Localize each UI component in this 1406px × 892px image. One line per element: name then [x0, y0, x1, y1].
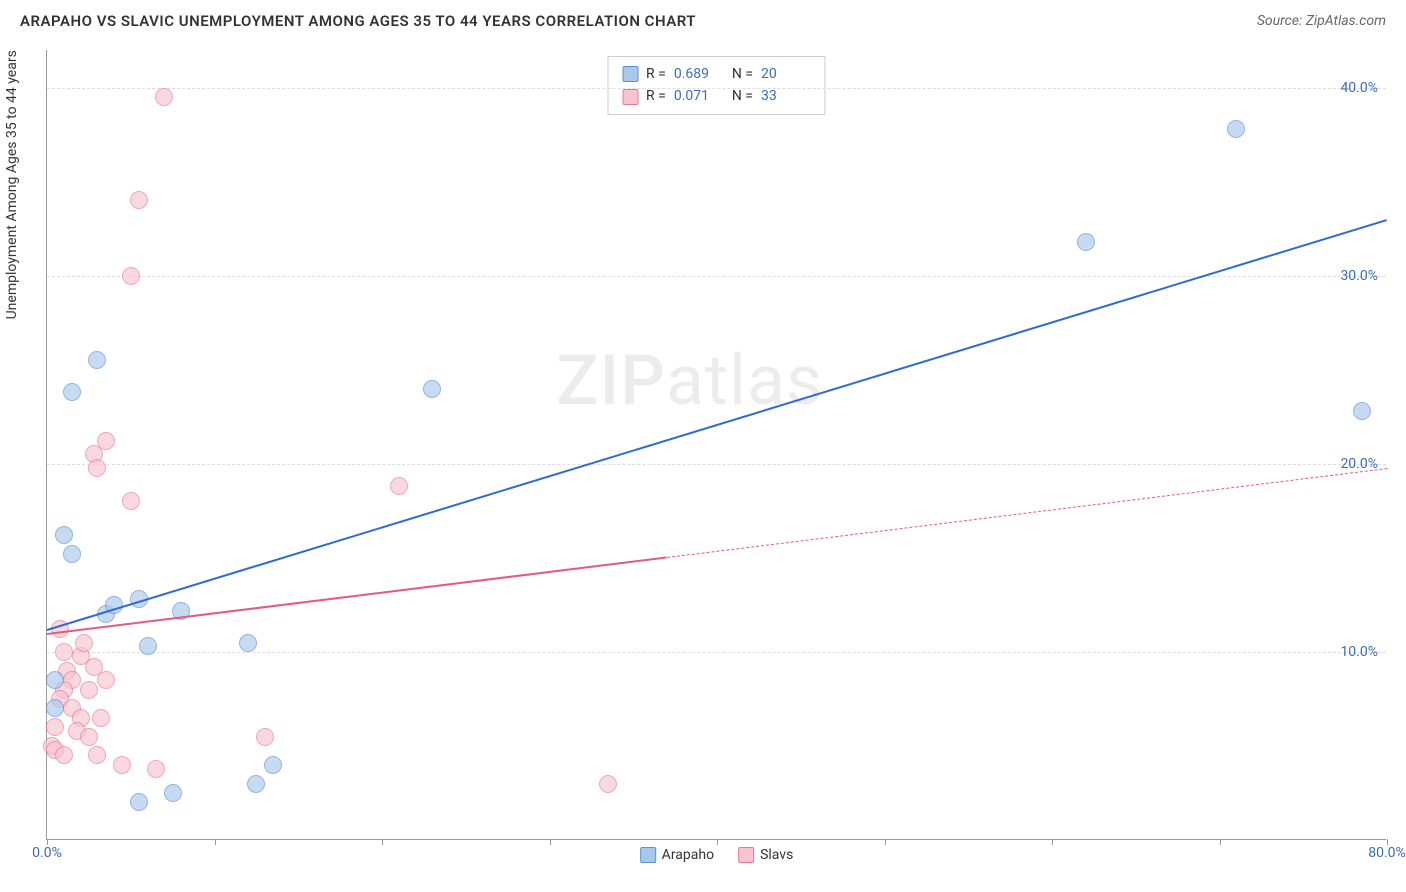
stat-r-slavs: 0.071 — [674, 85, 724, 107]
x-tick-mark — [1052, 839, 1053, 845]
data-point-pink — [80, 681, 98, 699]
gridline-h — [47, 88, 1386, 89]
data-point-blue — [46, 699, 64, 717]
stat-n-label: N = — [732, 85, 753, 107]
chart-source: Source: ZipAtlas.com — [1257, 13, 1386, 29]
swatch-slavs-bottom — [738, 847, 754, 863]
legend-stats-row-slavs: R = 0.071 N = 33 — [622, 85, 811, 107]
chart-header: ARAPAHO VS SLAVIC UNEMPLOYMENT AMONG AGE… — [0, 0, 1406, 38]
x-tick-label: 0.0% — [32, 845, 62, 861]
data-point-pink — [55, 746, 73, 764]
trend-line — [47, 219, 1388, 631]
stat-n-label: N = — [732, 63, 753, 85]
gridline-h — [47, 652, 1386, 653]
chart-plot-area: ZIPatlas R = 0.689 N = 20 R = 0.071 N = … — [46, 50, 1386, 840]
legend-label-slavs: Slavs — [760, 847, 793, 863]
data-point-pink — [92, 709, 110, 727]
data-point-blue — [139, 637, 157, 655]
data-point-pink — [155, 88, 173, 106]
data-point-pink — [113, 756, 131, 774]
stat-r-arapaho: 0.689 — [674, 63, 724, 85]
x-tick-label: 80.0% — [1368, 845, 1406, 861]
data-point-blue — [63, 545, 81, 563]
data-point-pink — [599, 775, 617, 793]
legend-stats-row-arapaho: R = 0.689 N = 20 — [622, 63, 811, 85]
y-axis-label: Unemployment Among Ages 35 to 44 years — [4, 50, 20, 319]
data-point-blue — [247, 775, 265, 793]
legend-item-slavs: Slavs — [738, 847, 793, 863]
data-point-pink — [122, 267, 140, 285]
swatch-slavs — [622, 89, 638, 105]
data-point-pink — [75, 634, 93, 652]
y-tick-label: 30.0% — [1340, 268, 1378, 284]
data-point-blue — [46, 671, 64, 689]
data-point-pink — [390, 477, 408, 495]
data-point-blue — [63, 383, 81, 401]
swatch-arapaho — [622, 66, 638, 82]
swatch-arapaho-bottom — [640, 847, 656, 863]
gridline-h — [47, 276, 1386, 277]
data-point-blue — [88, 351, 106, 369]
data-point-pink — [88, 746, 106, 764]
data-point-pink — [122, 492, 140, 510]
x-tick-mark — [885, 839, 886, 845]
stat-r-label: R = — [646, 63, 666, 85]
chart-title: ARAPAHO VS SLAVIC UNEMPLOYMENT AMONG AGE… — [20, 12, 696, 30]
x-tick-mark — [717, 839, 718, 845]
x-tick-mark — [550, 839, 551, 845]
data-point-pink — [80, 728, 98, 746]
data-point-pink — [55, 643, 73, 661]
legend-label-arapaho: Arapaho — [662, 847, 714, 863]
data-point-pink — [97, 671, 115, 689]
data-point-blue — [1353, 402, 1371, 420]
legend-item-arapaho: Arapaho — [640, 847, 714, 863]
data-point-blue — [264, 756, 282, 774]
data-point-pink — [147, 760, 165, 778]
gridline-h — [47, 464, 1386, 465]
data-point-blue — [130, 793, 148, 811]
data-point-blue — [1227, 120, 1245, 138]
y-tick-label: 10.0% — [1340, 644, 1378, 660]
data-point-blue — [239, 634, 257, 652]
x-tick-mark — [215, 839, 216, 845]
data-point-pink — [130, 191, 148, 209]
y-tick-label: 40.0% — [1340, 80, 1378, 96]
watermark: ZIPatlas — [556, 340, 823, 422]
x-tick-mark — [382, 839, 383, 845]
data-point-blue — [164, 784, 182, 802]
data-point-pink — [256, 728, 274, 746]
data-point-pink — [88, 459, 106, 477]
data-point-blue — [423, 380, 441, 398]
data-point-pink — [46, 718, 64, 736]
trend-line — [667, 468, 1387, 558]
data-point-blue — [55, 526, 73, 544]
x-tick-mark — [1220, 839, 1221, 845]
stat-r-label: R = — [646, 85, 666, 107]
data-point-blue — [1077, 233, 1095, 251]
legend-bottom: Arapaho Slavs — [640, 847, 794, 863]
stat-n-arapaho: 20 — [761, 63, 811, 85]
stat-n-slavs: 33 — [761, 85, 811, 107]
legend-stats-box: R = 0.689 N = 20 R = 0.071 N = 33 — [607, 56, 826, 115]
